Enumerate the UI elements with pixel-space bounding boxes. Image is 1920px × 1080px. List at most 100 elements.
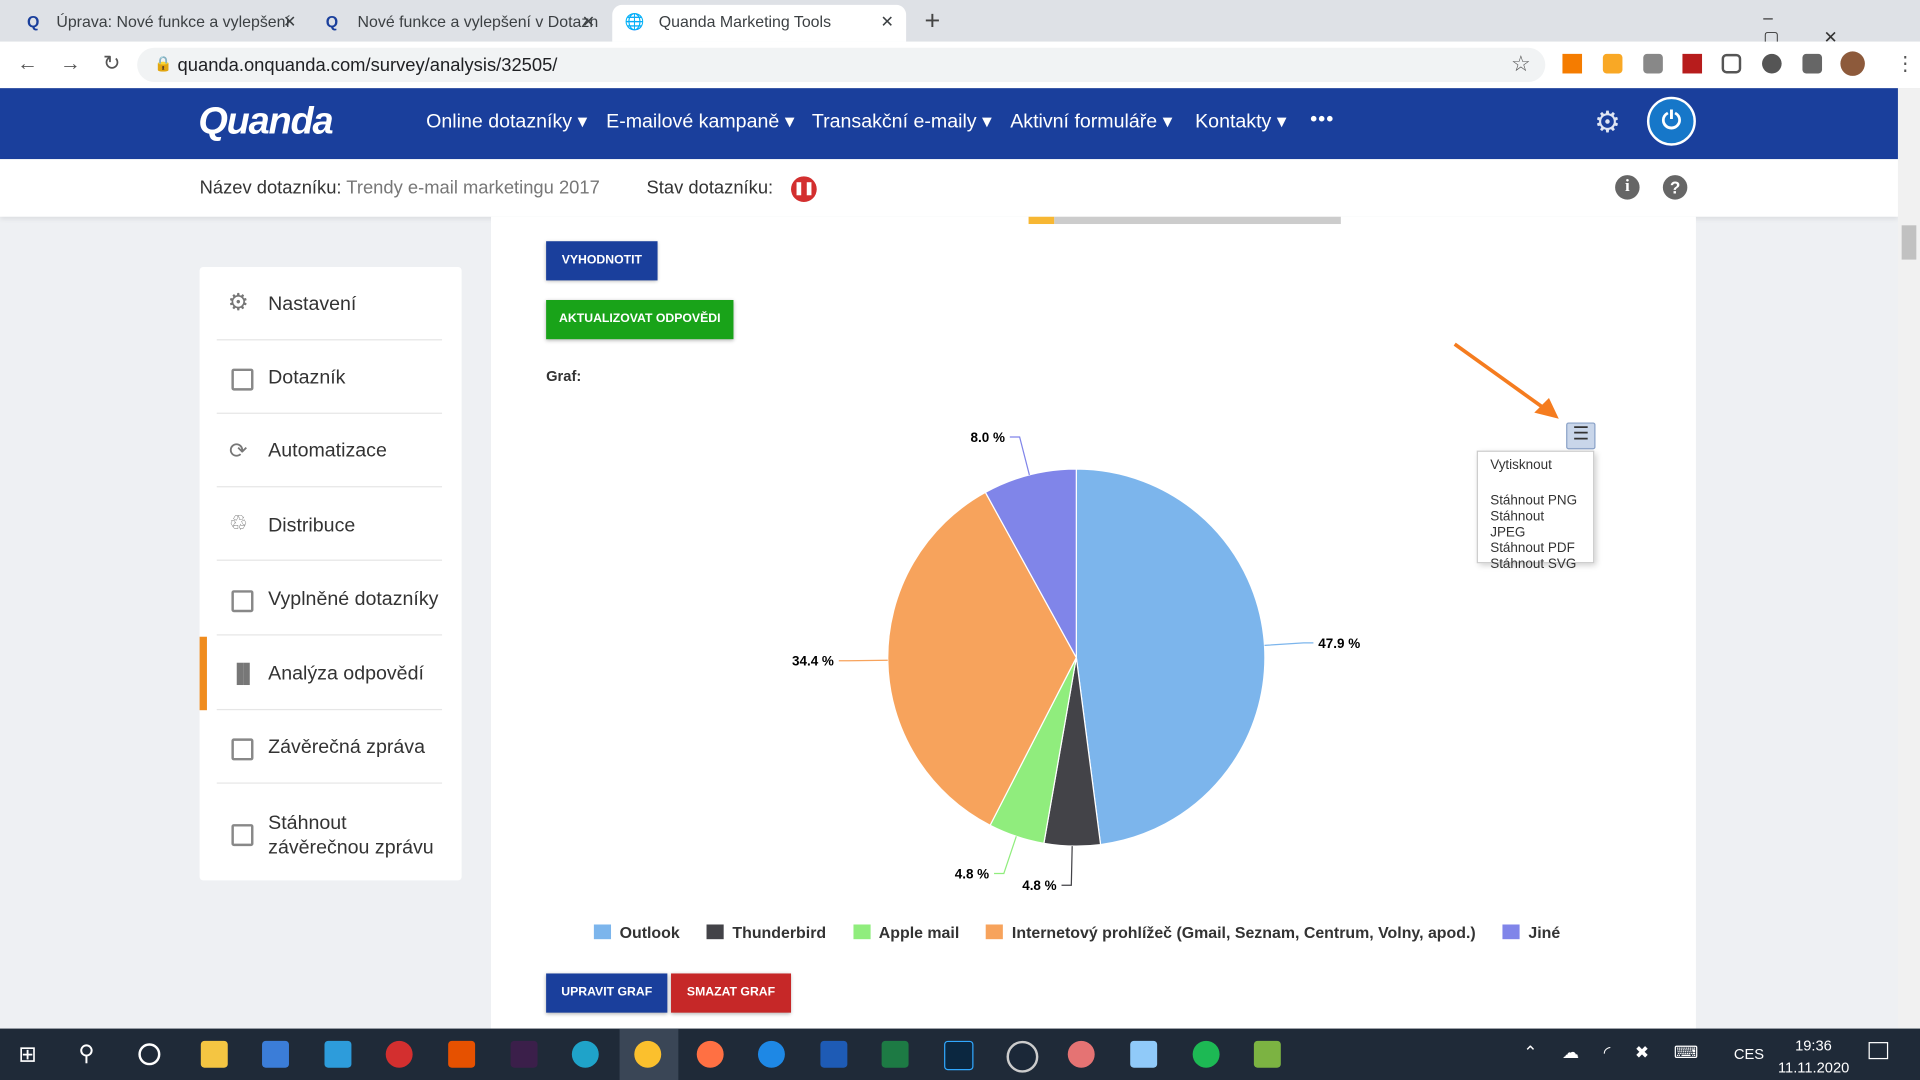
taskbar-app[interactable] (262, 1040, 289, 1068)
export-menu-button[interactable]: ☰ (1566, 422, 1596, 450)
extension[interactable] (1643, 53, 1663, 74)
sidebar-label: Stáhnout závěrečnou zprávu (268, 813, 434, 859)
menu-item[interactable]: Stáhnout PDF (1490, 541, 1575, 556)
menu-item[interactable]: Stáhnout PNG (1490, 493, 1578, 509)
legend-label: Internetový prohlížeč (Gmail, Seznam, Ce… (1011, 923, 1476, 942)
taskbar-app[interactable] (1006, 1040, 1039, 1073)
taskbar-app[interactable] (571, 1040, 599, 1068)
nav-item[interactable]: Aktivní formuláře ▾ (1010, 111, 1173, 133)
taskbar-app[interactable] (1192, 1040, 1220, 1068)
taskbar-app[interactable] (1067, 1040, 1095, 1068)
clipped-row (983, 216, 1473, 225)
scrollbar[interactable] (1897, 88, 1920, 1029)
sidebar-label: Závěrečná zpráva (268, 737, 425, 758)
nav-item[interactable]: Kontakty ▾ (1195, 111, 1287, 133)
extension[interactable] (1682, 53, 1703, 74)
tab-active[interactable]: 🌐 Quanda Marketing Tools ✕ (612, 4, 907, 42)
help-icon[interactable]: ? (1662, 175, 1688, 200)
sidebar-item[interactable]: Vyplněné dotazníky (216, 562, 443, 636)
bookmark-star[interactable]: ☆ (1511, 51, 1531, 76)
power-button[interactable]: ⏻ (1646, 96, 1696, 146)
sidebar-item[interactable]: Stáhnout závěrečnou zprávu (217, 785, 442, 881)
taskbar-app[interactable] (448, 1040, 476, 1068)
clock[interactable]: 19:36 11.11.2020 (1778, 1035, 1849, 1079)
tray-icons[interactable]: ⌃☁◜✖⌨ (1523, 1042, 1723, 1062)
pie-slice (984, 468, 1077, 658)
legend-item[interactable]: Apple mail (853, 923, 959, 942)
taskbar-app[interactable] (324, 1040, 352, 1068)
connector (1264, 642, 1314, 647)
taskbar-app[interactable] (696, 1040, 724, 1068)
sidebar-item[interactable]: ♲ Distribuce (216, 487, 443, 561)
sidebar-item[interactable]: Závěrečná zpráva (216, 710, 443, 784)
extensions[interactable] (1802, 53, 1823, 74)
notifications[interactable] (1868, 1042, 1889, 1060)
sidebar-label: Analýza odpovědí (268, 663, 424, 685)
tab-close[interactable]: ✕ (282, 12, 297, 31)
sidebar-item[interactable]: ⟳ Automatizace (216, 414, 443, 488)
taskbar-app[interactable] (944, 1040, 974, 1071)
tab[interactable]: Q Nové funkce a vylepšení v Dotazn ✕ (311, 5, 607, 42)
nav-item[interactable]: Transakční e-maily ▾ (811, 111, 992, 133)
taskbar-app[interactable] (820, 1040, 848, 1068)
sidebar-label: Vyplněné dotazníky (268, 588, 439, 610)
update-button[interactable]: AKTUALIZOVAT ODPOVĚDI (546, 300, 734, 340)
language[interactable]: CES (1733, 1045, 1765, 1063)
extension[interactable] (1721, 53, 1742, 74)
legend-label: Jiné (1528, 923, 1561, 942)
profile[interactable] (1840, 51, 1865, 76)
menu[interactable]: ⋮ (1895, 53, 1916, 75)
tab-close[interactable]: ✕ (581, 12, 596, 31)
legend-item[interactable]: Jiné (1502, 923, 1561, 942)
more[interactable]: ••• (1310, 108, 1335, 130)
taskbar-app[interactable] (200, 1040, 228, 1068)
menu-item[interactable]: Stáhnout SVG (1490, 557, 1577, 572)
pie-chart: 47.9 % 4.8 % 4.8 % 34.4 % 8.0 % (792, 342, 1559, 893)
tab-close[interactable]: ✕ (880, 12, 894, 31)
info-icon[interactable]: i (1615, 175, 1640, 200)
new-tab[interactable]: + (924, 4, 941, 36)
extension[interactable] (1562, 53, 1583, 74)
data-label: 4.8 % (955, 866, 989, 881)
menu-item[interactable]: Stáhnout JPEG (1490, 509, 1545, 540)
sidebar-item[interactable]: Dotazník (216, 340, 443, 414)
scrollbar-thumb[interactable] (1901, 225, 1917, 260)
taskbar-app[interactable] (757, 1040, 785, 1068)
logo[interactable]: Quanda (198, 99, 333, 143)
extension[interactable] (1762, 53, 1782, 74)
legend-item[interactable]: Outlook (593, 923, 680, 942)
survey-name: Název dotazníku: Trendy e-mail marketing… (200, 178, 600, 199)
settings-icon[interactable]: ⚙ (1594, 106, 1621, 140)
legend-swatch (1502, 924, 1520, 940)
delete-graph-button[interactable]: SMAZAT GRAF (671, 973, 792, 1013)
search-button[interactable]: ⚲ (78, 1040, 95, 1066)
status-paused[interactable]: ❚❚ (791, 176, 817, 203)
sidebar-item[interactable]: ⚙ Nastavení (216, 267, 443, 341)
site-header (0, 88, 1898, 160)
taskbar-app[interactable] (510, 1040, 538, 1068)
evaluate-button[interactable]: VYHODNOTIT (546, 241, 658, 281)
menu-item[interactable]: Vytisknout (1490, 457, 1552, 473)
legend-item[interactable]: Thunderbird (706, 923, 826, 942)
taskbar-app[interactable] (1130, 1040, 1158, 1068)
taskbar-app[interactable] (634, 1040, 662, 1068)
address-bar[interactable]: 🔒 quanda.onquanda.com/survey/analysis/32… (137, 47, 1546, 83)
tab[interactable]: Q Úprava: Nové funkce a vylepšení ✕ (10, 5, 309, 42)
survey-status-label: Stav dotazníku: (646, 177, 774, 199)
clipped-bar (1028, 216, 1055, 225)
task-view[interactable] (138, 1043, 161, 1066)
start-button[interactable]: ⊞ (18, 1042, 37, 1067)
taskbar-app[interactable] (881, 1040, 909, 1068)
sidebar-item-active[interactable]: ▐▌ Analýza odpovědí (216, 637, 443, 711)
nav-buttons[interactable]: ←→↻ (17, 51, 143, 75)
value: Trendy e-mail marketingu 2017 (346, 177, 600, 199)
taskbar-app[interactable] (1253, 1040, 1281, 1068)
connector (1009, 436, 1030, 476)
nav-item[interactable]: Online dotazníky ▾ (426, 111, 588, 133)
edit-graph-button[interactable]: UPRAVIT GRAF (546, 973, 668, 1013)
taskbar-app[interactable] (385, 1040, 413, 1068)
nav-item[interactable]: E-mailové kampaně ▾ (606, 111, 795, 133)
legend-item[interactable]: Internetový prohlížeč (Gmail, Seznam, Ce… (986, 923, 1476, 942)
url: quanda.onquanda.com/survey/analysis/3250… (177, 55, 558, 76)
extension[interactable] (1602, 53, 1623, 74)
